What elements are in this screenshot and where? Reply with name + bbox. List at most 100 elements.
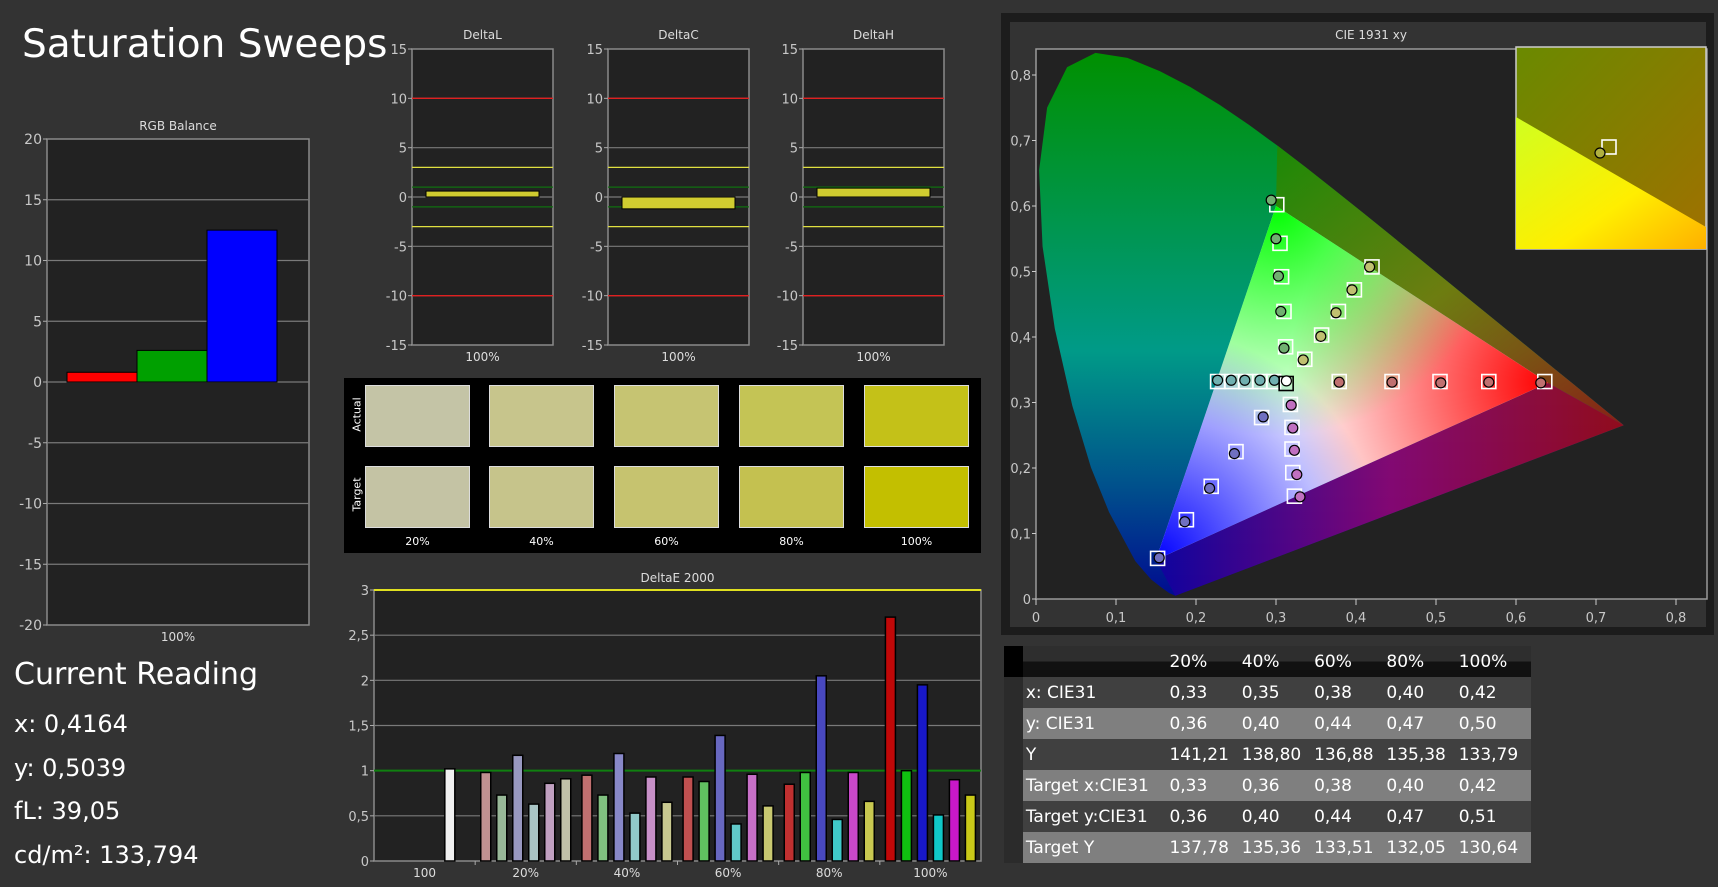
reading-cdm2: cd/m²: 133,794 xyxy=(14,841,199,869)
y-tick-label: 1 xyxy=(361,765,369,780)
y-tick-label: -10 xyxy=(582,290,603,305)
table-cell: 0,40 xyxy=(1386,682,1425,703)
measured-point-magenta xyxy=(1285,399,1297,411)
y-tick-label: 2 xyxy=(361,674,369,689)
y-tick-label: -5 xyxy=(785,240,798,255)
measured-point-yellow xyxy=(1297,354,1309,366)
delta-e-2000-chart: DeltaE 2000 3 2,5 2 1,5 1 0,5 0 100 20% 40% 60% 80% 1… xyxy=(348,571,982,880)
target-swatch xyxy=(614,466,719,528)
delta-e-bar xyxy=(581,774,593,862)
measured-point-red xyxy=(1333,376,1345,388)
table-header-row: 20% 40% 60% 80% 100% xyxy=(1004,646,1531,677)
measured-point-magenta xyxy=(1288,444,1300,456)
rgb-bar xyxy=(136,349,208,383)
x-tick-label: 100% xyxy=(465,350,499,364)
table-cell: 133,79 xyxy=(1458,744,1519,765)
rgb-bar xyxy=(66,371,138,383)
x-tick-label: 80% xyxy=(816,866,843,880)
row-label: x: CIE31 xyxy=(1025,682,1097,703)
row-label: Target y:CIE31 xyxy=(1025,806,1148,827)
y-tick-label: 0,8 xyxy=(1010,69,1031,84)
actual-swatch xyxy=(614,385,719,447)
table-cell: 141,21 xyxy=(1169,744,1229,765)
measured-point-blue xyxy=(1204,482,1216,494)
delta-e-bar xyxy=(831,818,843,862)
measured-point-green xyxy=(1272,270,1284,282)
delta-bar xyxy=(621,196,736,210)
delta-bar xyxy=(425,190,540,198)
table-cell: 138,80 xyxy=(1241,744,1302,765)
y-tick-label: 0 xyxy=(595,191,603,206)
y-tick-label: 5 xyxy=(595,142,603,157)
x-tick-label: 0,1 xyxy=(1106,611,1127,626)
chart-title: RGB Balance xyxy=(139,119,217,133)
delta-e-bar xyxy=(629,812,641,862)
target-swatch xyxy=(489,466,594,528)
x-tick-label: 0,2 xyxy=(1186,611,1207,626)
inset-measured-point xyxy=(1594,147,1606,159)
actual-swatch xyxy=(365,385,470,447)
measured-point-magenta xyxy=(1294,491,1306,503)
delta-e-bar xyxy=(682,776,694,862)
delta-e-bar xyxy=(815,675,827,862)
delta-e-bar xyxy=(480,771,492,862)
y-tick-label: 15 xyxy=(586,43,603,58)
target-marker-red xyxy=(1331,373,1348,390)
locus-region-green-red xyxy=(1276,145,1624,426)
y-tick-label: 10 xyxy=(390,92,407,107)
delta-e-bar xyxy=(916,684,929,862)
table-cell: 0,47 xyxy=(1386,713,1425,734)
delta-e-bar xyxy=(783,783,795,862)
delta-e-bar xyxy=(964,794,977,862)
table-cell: 0,40 xyxy=(1241,806,1280,827)
table-cell: 135,36 xyxy=(1241,837,1302,858)
delta-l-chart: DeltaL 15 10 5 0 -5 -10 -15 100% xyxy=(386,28,554,364)
y-tick-label: 0 xyxy=(33,375,42,391)
measured-point-magenta xyxy=(1291,468,1303,481)
y-tick-label: 15 xyxy=(781,43,798,58)
table-cell: 0,33 xyxy=(1169,775,1208,796)
y-tick-label: -5 xyxy=(28,436,42,452)
table-row: x: CIE31 0,33 0,35 0,38 0,40 0,42 xyxy=(1004,677,1531,708)
measured-point-blue xyxy=(1153,552,1165,564)
chart-title: DeltaC xyxy=(658,28,698,42)
table-cell: 132,05 xyxy=(1386,837,1446,858)
reading-y: y: 0,5039 xyxy=(14,754,127,782)
cie-1931-chart: CIE 1931 xy 0 0,1 0,2 0,3 0,4 0,5 0,6 0,7 0,8 0 0,1… xyxy=(1010,22,1708,627)
delta-e-bar xyxy=(597,794,609,862)
x-tick-label: 0,4 xyxy=(1346,611,1367,626)
measured-point-blue xyxy=(1228,447,1240,460)
y-tick-label: 0 xyxy=(361,855,369,870)
delta-e-bar xyxy=(799,771,811,862)
swatch-label: 40% xyxy=(529,535,554,548)
measured-point-cyan xyxy=(1239,374,1251,386)
row-label: Target Y xyxy=(1025,837,1095,858)
chart-title: DeltaH xyxy=(853,28,894,42)
y-tick-label: 10 xyxy=(586,92,603,107)
delta-e-bar xyxy=(613,752,625,862)
table-cell: 0,38 xyxy=(1314,682,1352,703)
target-swatch xyxy=(864,466,969,528)
swatch-label: 20% xyxy=(405,535,430,548)
delta-e-bar xyxy=(863,800,875,862)
target-marker-red xyxy=(1384,373,1400,390)
measured-point-red xyxy=(1483,376,1495,388)
target-marker-cyan xyxy=(1209,373,1226,390)
delta-e-bar xyxy=(698,780,710,862)
x-tick-label: 100% xyxy=(913,866,947,880)
delta-e-bar xyxy=(544,782,556,862)
swatch-label: 80% xyxy=(779,535,804,548)
table-cell: 135,38 xyxy=(1386,744,1446,765)
page-title: Saturation Sweeps xyxy=(22,22,388,67)
delta-e-bar xyxy=(560,778,572,862)
measured-point-red xyxy=(1435,377,1447,389)
table-row: Y 141,21 138,80 136,88 135,38 133,79 xyxy=(1004,739,1531,770)
measured-point-blue xyxy=(1179,516,1191,528)
y-tick-label: 0,7 xyxy=(1010,135,1031,150)
table-cell: 136,88 xyxy=(1314,744,1374,765)
y-tick-label: -15 xyxy=(777,339,798,354)
table-cell: 0,35 xyxy=(1241,682,1280,703)
delta-e-bar xyxy=(746,773,758,862)
y-tick-label: 5 xyxy=(399,142,407,157)
x-tick-label: 0,6 xyxy=(1506,611,1527,626)
